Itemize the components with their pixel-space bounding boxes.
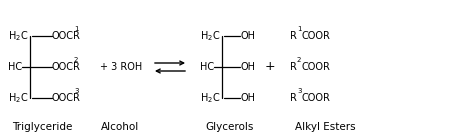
Text: 3: 3 [74,88,79,94]
Text: 1: 1 [297,26,301,32]
Text: Alcohol: Alcohol [101,122,139,132]
Text: H$_2$C: H$_2$C [200,29,220,43]
Text: HC: HC [8,62,22,72]
Text: HC: HC [200,62,214,72]
Text: OH: OH [240,93,255,103]
Text: Alkyl Esters: Alkyl Esters [295,122,356,132]
Text: OH: OH [240,31,255,41]
Text: Glycerols: Glycerols [206,122,254,132]
Text: 1: 1 [74,26,79,32]
Text: R: R [290,31,297,41]
Text: COOR: COOR [302,31,331,41]
Text: 2: 2 [297,57,301,63]
Text: OOCR: OOCR [52,31,81,41]
Text: OH: OH [240,62,255,72]
Text: OOCR: OOCR [52,62,81,72]
Text: COOR: COOR [302,62,331,72]
Text: OOCR: OOCR [52,93,81,103]
Text: Triglyceride: Triglyceride [12,122,72,132]
Text: +: + [264,60,275,74]
Text: COOR: COOR [302,93,331,103]
Text: + 3 ROH: + 3 ROH [100,62,142,72]
Text: H$_2$C: H$_2$C [8,29,28,43]
Text: H$_2$C: H$_2$C [200,91,220,105]
Text: R: R [290,62,297,72]
Text: 2: 2 [74,57,78,63]
Text: 3: 3 [297,88,301,94]
Text: H$_2$C: H$_2$C [8,91,28,105]
Text: R: R [290,93,297,103]
